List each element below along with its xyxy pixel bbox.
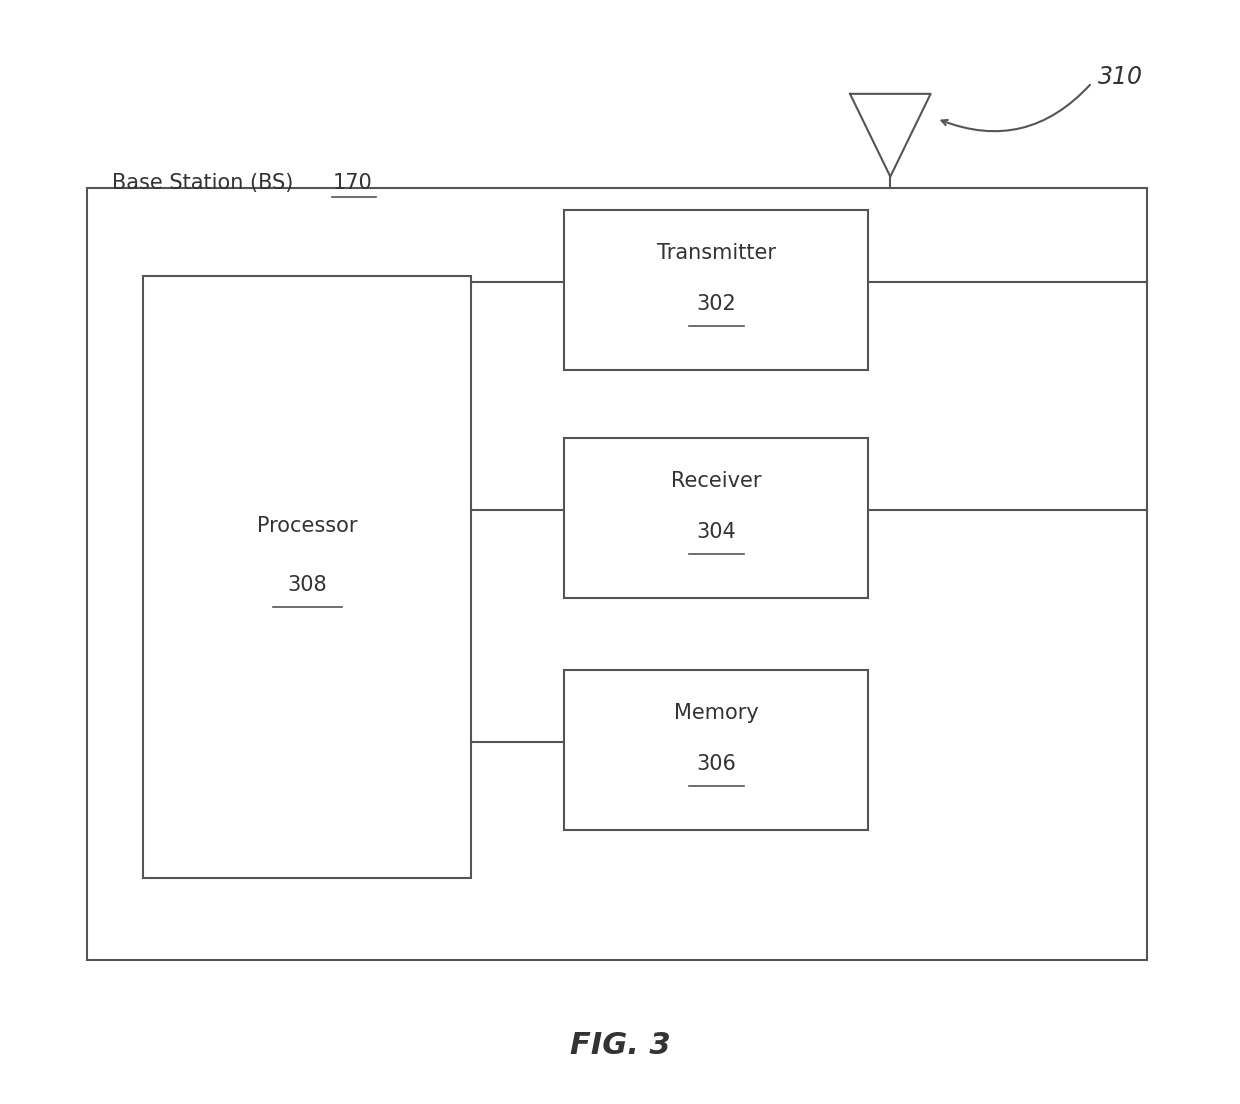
Bar (564, 438, 868, 598)
Bar (564, 210, 868, 370)
Text: Base Station (BS): Base Station (BS) (112, 173, 300, 193)
Bar (87, 188, 1147, 960)
Bar (143, 276, 471, 878)
Text: Transmitter: Transmitter (657, 243, 776, 263)
Text: Memory: Memory (675, 703, 759, 723)
Text: 310: 310 (1099, 65, 1143, 89)
Text: 308: 308 (288, 575, 327, 595)
Bar (564, 670, 868, 830)
Text: 302: 302 (697, 294, 737, 314)
Text: Receiver: Receiver (672, 471, 761, 491)
Text: 306: 306 (697, 754, 737, 774)
Text: 304: 304 (697, 522, 737, 542)
Text: Processor: Processor (257, 516, 358, 535)
Text: FIG. 3: FIG. 3 (569, 1031, 671, 1060)
Text: 170: 170 (332, 173, 372, 193)
